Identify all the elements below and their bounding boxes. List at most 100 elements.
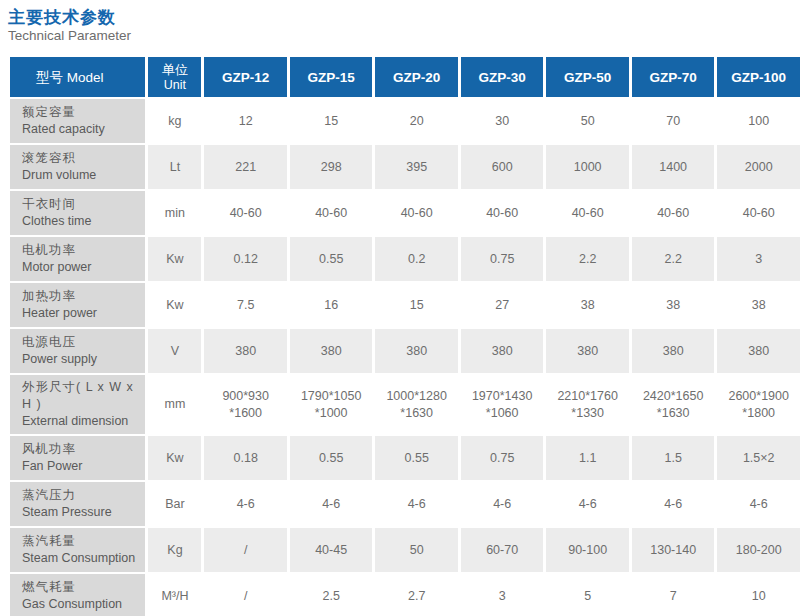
header-model-gzp12: GZP-12	[204, 57, 287, 97]
value-cell: 0.55	[290, 436, 373, 480]
unit-cell: mm	[148, 375, 201, 434]
value-cell: 380	[375, 329, 458, 373]
value-cell: 4-6	[375, 482, 458, 526]
value-cell: 4-6	[290, 482, 373, 526]
unit-cell: min	[148, 191, 201, 235]
value-cell: 380	[290, 329, 373, 373]
table-header-row: 型号 Model 单位 Unit GZP-12 GZP-15 GZP-20 GZ…	[10, 57, 800, 97]
value-cell: 298	[290, 145, 373, 189]
value-cell: 15	[290, 99, 373, 143]
value-cell: 7.5	[204, 283, 287, 327]
value-cell: 1.5×2	[717, 436, 800, 480]
unit-cell: Lt	[148, 145, 201, 189]
value-cell: 4-6	[632, 482, 715, 526]
header-model-gzp70: GZP-70	[632, 57, 715, 97]
header-unit-label: 单位 Unit	[148, 57, 201, 97]
value-cell: 38	[632, 283, 715, 327]
row-label-en: External dimension	[22, 413, 139, 430]
value-cell: 395	[375, 145, 458, 189]
value-cell: 600	[461, 145, 544, 189]
value-cell: 1000*1280 *1630	[375, 375, 458, 434]
value-cell: 50	[546, 99, 629, 143]
row-label-zh: 蒸汽耗量	[22, 533, 139, 550]
value-cell: 4-6	[717, 482, 800, 526]
value-cell: 1400	[632, 145, 715, 189]
header-model-gzp50: GZP-50	[546, 57, 629, 97]
value-cell: 60-70	[461, 528, 544, 572]
value-cell: 40-60	[717, 191, 800, 235]
value-cell: 40-60	[204, 191, 287, 235]
value-cell: 50	[375, 528, 458, 572]
row-label: 蒸汽压力 Steam Pressure	[10, 482, 145, 526]
unit-cell: Bar	[148, 482, 201, 526]
page-title-en: Technical Parameter	[8, 28, 804, 45]
value-cell: 0.18	[204, 436, 287, 480]
value-cell: 40-60	[461, 191, 544, 235]
value-cell: 30	[461, 99, 544, 143]
row-label: 外形尺寸( L x W x H ) External dimension	[10, 375, 145, 434]
header-model-gzp20: GZP-20	[375, 57, 458, 97]
value-cell: 16	[290, 283, 373, 327]
table-row: 加热功率 Heater power Kw 7.5161527383838	[10, 283, 800, 327]
value-cell: 90-100	[546, 528, 629, 572]
value-cell: 2.2	[546, 237, 629, 281]
row-label-en: Clothes time	[22, 213, 139, 230]
table-row: 外形尺寸( L x W x H ) External dimension mm …	[10, 375, 800, 434]
row-label-zh: 加热功率	[22, 288, 139, 305]
row-label-zh: 外形尺寸( L x W x H )	[22, 379, 139, 413]
table-row: 额定容量 Rated capacity kg 121520305070100	[10, 99, 800, 143]
unit-cell: M³/H	[148, 574, 201, 616]
row-label: 电机功率 Motor power	[10, 237, 145, 281]
table-row: 蒸汽耗量 Steam Consumption Kg /40-455060-709…	[10, 528, 800, 572]
spec-sheet-page: 主要技术参数 Technical Parameter 型号 Model 单位 U…	[0, 0, 812, 616]
row-label: 加热功率 Heater power	[10, 283, 145, 327]
row-label-en: Steam Consumption	[22, 550, 139, 567]
value-cell: 3	[461, 574, 544, 616]
value-cell: 0.2	[375, 237, 458, 281]
row-label-zh: 干衣时间	[22, 196, 139, 213]
row-label-en: Power supply	[22, 351, 139, 368]
unit-cell: Kw	[148, 436, 201, 480]
value-cell: 40-60	[375, 191, 458, 235]
value-cell: 27	[461, 283, 544, 327]
row-label: 干衣时间 Clothes time	[10, 191, 145, 235]
value-cell: 15	[375, 283, 458, 327]
unit-cell: V	[148, 329, 201, 373]
row-label-zh: 电源电压	[22, 334, 139, 351]
value-cell: 40-45	[290, 528, 373, 572]
row-label-en: Drum volume	[22, 167, 139, 184]
value-cell: 3	[717, 237, 800, 281]
row-label-en: Steam Pressure	[22, 504, 139, 521]
row-label-zh: 蒸汽压力	[22, 487, 139, 504]
value-cell: 0.75	[461, 436, 544, 480]
table-row: 燃气耗量 Gas Consumption M³/H /2.52.735710	[10, 574, 800, 616]
value-cell: 38	[546, 283, 629, 327]
value-cell: 2000	[717, 145, 800, 189]
value-cell: 1.1	[546, 436, 629, 480]
header-model-gzp30: GZP-30	[461, 57, 544, 97]
row-label-zh: 风机功率	[22, 441, 139, 458]
header-model-label: 型号 Model	[10, 57, 145, 97]
row-label-en: Rated capacity	[22, 121, 139, 138]
value-cell: 380	[546, 329, 629, 373]
value-cell: 2420*1650 *1630	[632, 375, 715, 434]
header-unit-en: Unit	[148, 78, 201, 92]
value-cell: 40-60	[290, 191, 373, 235]
table-row: 电源电压 Power supply V 38038038038038038038…	[10, 329, 800, 373]
value-cell: 380	[632, 329, 715, 373]
value-cell: 0.55	[290, 237, 373, 281]
table-row: 滚笼容积 Drum volume Lt 22129839560010001400…	[10, 145, 800, 189]
value-cell: 380	[717, 329, 800, 373]
value-cell: 0.75	[461, 237, 544, 281]
table-row: 电机功率 Motor power Kw 0.120.550.20.752.22.…	[10, 237, 800, 281]
value-cell: 0.12	[204, 237, 287, 281]
value-cell: 12	[204, 99, 287, 143]
value-cell: 38	[717, 283, 800, 327]
unit-cell: kg	[148, 99, 201, 143]
row-label-en: Gas Consumption	[22, 596, 139, 613]
value-cell: 70	[632, 99, 715, 143]
value-cell: 4-6	[204, 482, 287, 526]
value-cell: 2600*1900 *1800	[717, 375, 800, 434]
value-cell: /	[204, 574, 287, 616]
page-title-zh: 主要技术参数	[8, 8, 804, 28]
